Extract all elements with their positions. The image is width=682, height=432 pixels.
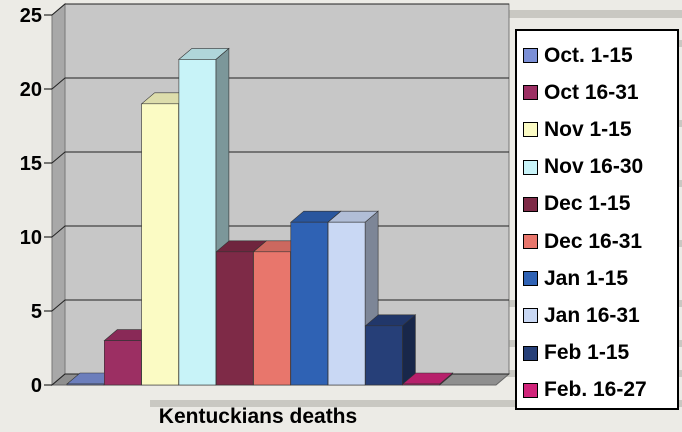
bar-front <box>66 383 105 386</box>
legend-label: Oct. 1-15 <box>544 43 633 67</box>
legend-item: Oct. 1-15 <box>523 37 677 74</box>
legend-swatch <box>523 382 538 398</box>
bar-front <box>215 251 254 386</box>
legend-item: Nov 16-30 <box>523 149 677 186</box>
bar-front <box>104 340 142 386</box>
y-tick-label: 25 <box>20 5 42 27</box>
legend-label: Nov 16-30 <box>544 155 644 179</box>
legend-swatch <box>523 48 538 64</box>
y-axis-ticks: 0 5 10 15 20 25 <box>20 5 52 397</box>
legend-swatch <box>523 85 538 101</box>
legend-swatch <box>523 271 538 287</box>
gridline <box>51 3 509 16</box>
y-tick-label: 5 <box>31 301 42 323</box>
bar-group <box>66 47 454 386</box>
bar-front <box>141 103 179 386</box>
legend-label: Dec 1-15 <box>544 192 631 216</box>
y-tick-label: 15 <box>20 153 42 175</box>
legend-swatch <box>523 196 538 212</box>
bar-front <box>253 251 291 386</box>
chart-legend: Oct. 1-15 Oct 16-31 Nov 1-15 Nov 16-30 Dec 1… <box>515 29 679 410</box>
bar-9 <box>364 314 417 386</box>
gridline <box>51 151 509 164</box>
legend-item: Jan 16-31 <box>523 297 677 334</box>
legend-item: Dec 16-31 <box>523 223 677 260</box>
bar-front <box>290 221 329 386</box>
bar-front <box>365 325 403 386</box>
side-wall <box>51 2 66 387</box>
legend-swatch <box>523 159 538 175</box>
gridline <box>51 77 509 90</box>
legend-label: Feb. 16-27 <box>544 378 647 402</box>
bar-side <box>402 314 416 386</box>
legend-label: Feb 1-15 <box>544 341 630 365</box>
y-tick-label: 0 <box>31 375 42 397</box>
legend-label: Jan 16-31 <box>544 303 640 327</box>
x-axis-label: Kentuckians deaths <box>159 405 357 428</box>
legend-item: Feb 1-15 <box>523 335 677 372</box>
legend-item: Nov 1-15 <box>523 111 677 148</box>
bar-front <box>327 221 366 386</box>
legend-label: Oct 16-31 <box>544 80 639 104</box>
y-tick-label: 10 <box>20 227 42 249</box>
legend-item: Oct 16-31 <box>523 74 677 111</box>
legend-item: Jan 1-15 <box>523 260 677 297</box>
legend-swatch <box>523 345 538 361</box>
bar-front <box>402 383 441 386</box>
bar-10 <box>401 372 454 386</box>
legend-label: Dec 16-31 <box>544 229 643 253</box>
legend-label: Jan 1-15 <box>544 266 629 290</box>
y-tick-label: 20 <box>20 79 42 101</box>
legend-item: Feb. 16-27 <box>523 372 677 409</box>
legend-swatch <box>523 308 538 324</box>
legend-item: Dec 1-15 <box>523 186 677 223</box>
legend-swatch <box>523 234 538 250</box>
legend-swatch <box>523 122 538 138</box>
legend-label: Nov 1-15 <box>544 117 632 141</box>
bar-front <box>178 59 217 386</box>
